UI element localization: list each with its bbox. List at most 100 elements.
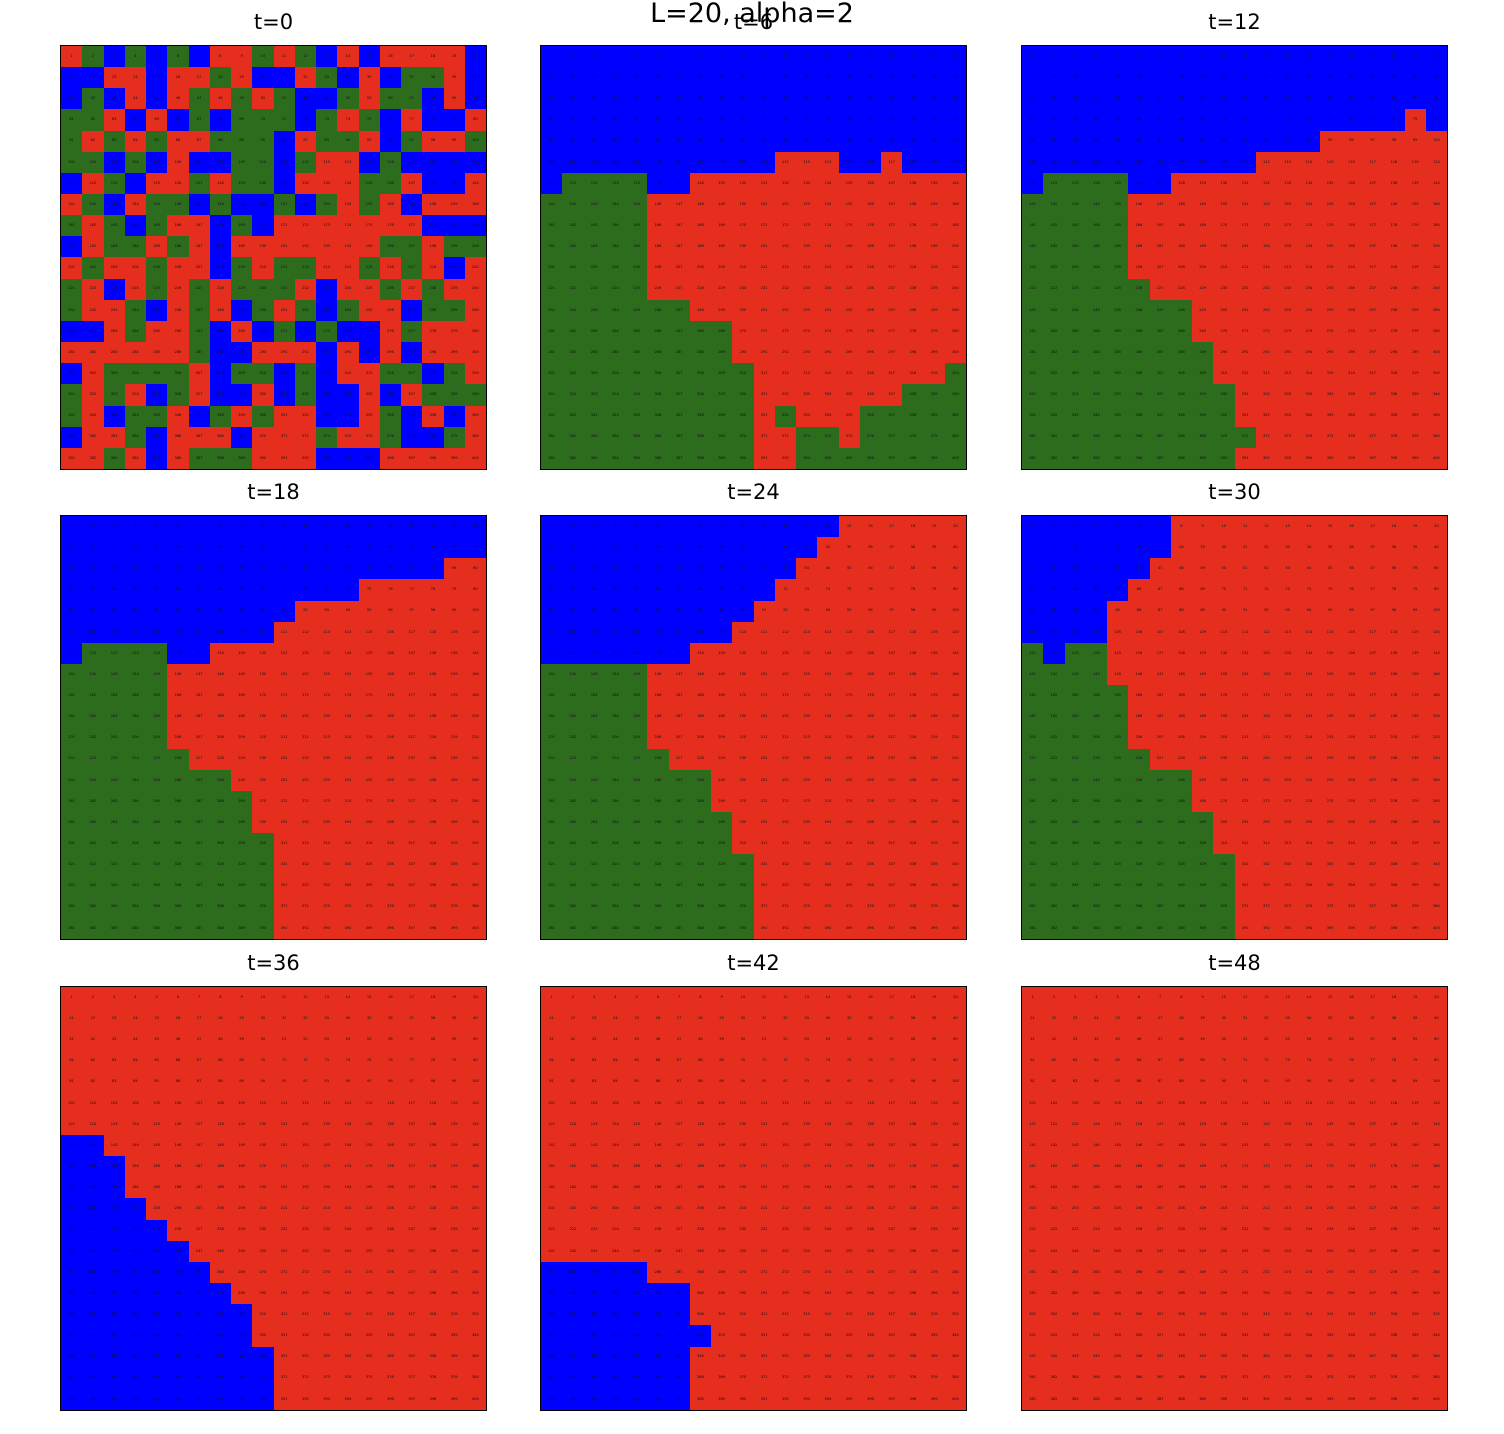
heatmap-cell: 207 <box>1149 1198 1171 1220</box>
heatmap-cell: 111 <box>273 151 295 173</box>
heatmap-cell: 8 <box>1170 516 1192 538</box>
heatmap-cell: 340 <box>944 1325 966 1347</box>
heatmap-cell: 235 <box>838 1219 860 1241</box>
heatmap-cell: 255 <box>1319 1240 1341 1262</box>
heatmap-cell: 160 <box>464 1135 486 1157</box>
heatmap-cell: 232 <box>1255 278 1277 300</box>
heatmap-cell: 396 <box>859 1388 881 1410</box>
heatmap-cell: 215 <box>1319 257 1341 279</box>
heatmap-cell: 351 <box>1234 405 1256 427</box>
heatmap-cell: 43 <box>103 88 125 110</box>
heatmap-cell: 164 <box>604 1156 626 1178</box>
heatmap-cell: 262 <box>82 1261 104 1284</box>
heatmap-cell: 376 <box>859 426 881 448</box>
heatmap-cell: 235 <box>1319 748 1341 770</box>
heatmap-cell: 145 <box>626 664 648 686</box>
heatmap-cell: 93 <box>1277 1071 1299 1093</box>
heatmap-cell: 372 <box>774 896 796 918</box>
heatmap-cell: 83 <box>583 130 605 152</box>
heatmap-cell: 170 <box>732 1156 754 1178</box>
heatmap-cell: 94 <box>1298 1071 1320 1093</box>
heatmap-cell: 148 <box>689 664 711 686</box>
heatmap-cell: 271 <box>273 790 295 813</box>
heatmap-cell: 265 <box>1107 320 1129 343</box>
heatmap-cell: 105 <box>1107 621 1129 643</box>
heatmap-cell: 396 <box>1340 447 1362 469</box>
heatmap-cell: 186 <box>1128 236 1150 258</box>
heatmap-cell: 164 <box>1085 1156 1107 1178</box>
heatmap-cell: 278 <box>902 320 924 343</box>
heatmap-cell: 203 <box>583 727 605 749</box>
heatmap-cell: 203 <box>103 727 125 749</box>
heatmap-cell: 376 <box>379 1367 401 1389</box>
heatmap-cell: 249 <box>1192 299 1214 321</box>
heatmap-cell: 69 <box>711 109 733 131</box>
heatmap-cell: 220 <box>1425 727 1447 749</box>
heatmap-cell: 392 <box>1255 917 1277 939</box>
heatmap-cell: 284 <box>604 1283 626 1305</box>
heatmap-cell: 153 <box>796 1135 818 1157</box>
heatmap-cell: 163 <box>1064 215 1086 237</box>
heatmap-cell: 114 <box>1298 621 1320 643</box>
heatmap-cell: 325 <box>626 854 648 876</box>
heatmap-cell: 323 <box>583 1325 605 1347</box>
heatmap-cell: 53 <box>316 558 338 580</box>
heatmap-cell: 78 <box>1383 1050 1405 1072</box>
heatmap-cell: 326 <box>167 1325 189 1347</box>
heatmap-cell: 227 <box>188 1219 210 1241</box>
heatmap-cell: 303 <box>583 833 605 855</box>
heatmap-cell: 299 <box>923 1283 945 1305</box>
heatmap-cell: 331 <box>1234 384 1256 406</box>
heatmap-cell: 157 <box>881 1135 903 1157</box>
heatmap-cell: 36 <box>379 1008 401 1030</box>
heatmap-cell: 65 <box>146 1050 168 1072</box>
heatmap-cell: 378 <box>902 1367 924 1389</box>
heatmap-cell: 31 <box>273 537 295 559</box>
heatmap-cell: 287 <box>188 812 210 834</box>
heatmap-cell: 186 <box>167 706 189 728</box>
heatmap-cell: 345 <box>626 405 648 427</box>
heatmap-cell: 142 <box>562 664 584 686</box>
heatmap-cell: 34 <box>1298 1008 1320 1030</box>
heatmap-cell: 351 <box>753 1346 775 1368</box>
heatmap-cell: 46 <box>647 1029 669 1051</box>
heatmap-cell: 177 <box>881 1156 903 1178</box>
heatmap-cell: 335 <box>838 854 860 876</box>
heatmap-cell: 342 <box>82 405 104 427</box>
heatmap-cell: 391 <box>1234 447 1256 469</box>
heatmap-cell: 127 <box>188 172 210 195</box>
heatmap-cell: 15 <box>838 46 860 68</box>
heatmap-cell: 118 <box>902 151 924 173</box>
heatmap-cell: 79 <box>443 579 465 601</box>
heatmap-cell: 299 <box>443 812 465 834</box>
heatmap-cell: 339 <box>923 384 945 406</box>
heatmap-cell: 46 <box>647 558 669 580</box>
heatmap-cell: 223 <box>1064 1219 1086 1241</box>
heatmap-cell: 104 <box>604 151 626 173</box>
heatmap-cell: 90 <box>732 600 754 622</box>
heatmap-cell: 228 <box>209 278 231 300</box>
heatmap-cell: 354 <box>337 1346 359 1368</box>
heatmap-cell: 198 <box>902 706 924 728</box>
heatmap-cell: 1 <box>61 46 83 68</box>
heatmap-cell: 69 <box>231 1050 253 1072</box>
heatmap-cell: 150 <box>252 664 274 686</box>
heatmap-cell: 140 <box>944 172 966 195</box>
heatmap-cell: 86 <box>647 1071 669 1093</box>
heatmap-cell: 358 <box>1383 405 1405 427</box>
heatmap-cell: 6 <box>1128 516 1150 538</box>
heatmap-cell: 71 <box>1234 579 1256 601</box>
heatmap-cell: 150 <box>732 1135 754 1157</box>
heatmap-cell: 146 <box>1128 1135 1150 1157</box>
heatmap-cell: 201 <box>541 257 563 279</box>
heatmap-cell: 374 <box>1298 896 1320 918</box>
heatmap-cell: 66 <box>647 1050 669 1072</box>
heatmap-cell: 297 <box>1362 812 1384 834</box>
heatmap-cell: 194 <box>1298 1177 1320 1199</box>
heatmap-cell: 180 <box>1425 685 1447 707</box>
heatmap-cell: 359 <box>1404 405 1426 427</box>
heatmap-cell: 59 <box>1404 88 1426 110</box>
heatmap-cell: 193 <box>1277 1177 1299 1199</box>
heatmap-cell: 155 <box>838 664 860 686</box>
heatmap-cell: 319 <box>923 1304 945 1326</box>
